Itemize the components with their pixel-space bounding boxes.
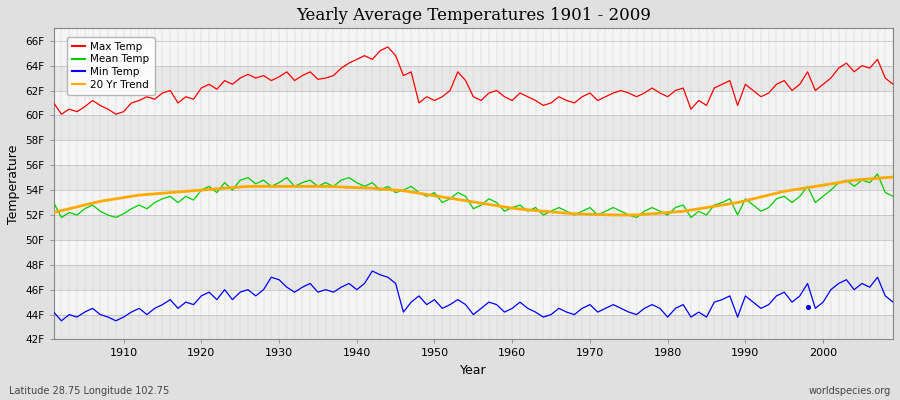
Bar [54,215,893,240]
Bar [54,240,893,265]
X-axis label: Year: Year [460,364,487,377]
Bar [54,140,893,165]
Y-axis label: Temperature: Temperature [7,144,20,224]
Bar [54,314,893,340]
Bar [54,165,893,190]
Bar [54,116,893,140]
Bar [54,66,893,90]
Text: Latitude 28.75 Longitude 102.75: Latitude 28.75 Longitude 102.75 [9,386,169,396]
Bar [54,265,893,290]
Point [800,304,814,310]
Text: worldspecies.org: worldspecies.org [809,386,891,396]
Legend: Max Temp, Mean Temp, Min Temp, 20 Yr Trend: Max Temp, Mean Temp, Min Temp, 20 Yr Tre… [68,36,155,95]
Title: Yearly Average Temperatures 1901 - 2009: Yearly Average Temperatures 1901 - 2009 [296,7,651,24]
Bar [54,190,893,215]
Bar [54,41,893,66]
Bar [54,90,893,116]
Bar [54,290,893,314]
